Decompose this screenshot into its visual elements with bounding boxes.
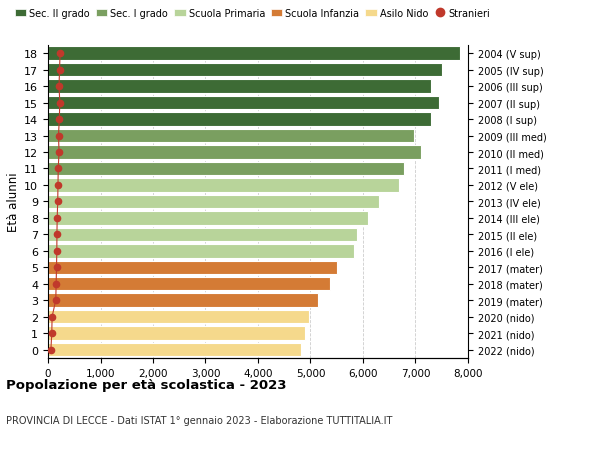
Bar (48, 64, 442, 77)
Bar (48, 228, 356, 241)
Text: PROVINCIA DI LECCE - Dati ISTAT 1° gennaio 2023 - Elaborazione TUTTITALIA.IT: PROVINCIA DI LECCE - Dati ISTAT 1° genna… (6, 415, 392, 425)
Bar (48, 245, 353, 258)
Bar (48, 310, 309, 324)
Bar (48, 129, 415, 143)
Bar (48, 146, 421, 159)
Bar (48, 212, 368, 225)
Bar (48, 343, 301, 357)
Bar (48, 97, 439, 110)
Bar (48, 179, 398, 192)
Bar (48, 113, 431, 127)
Bar (48, 294, 319, 307)
Y-axis label: Età alunni: Età alunni (7, 172, 20, 232)
Bar (48, 80, 431, 94)
Bar (48, 162, 404, 176)
Bar (48, 47, 460, 61)
Bar (48, 261, 337, 274)
Bar (48, 277, 331, 291)
Bar (48, 327, 305, 340)
Bar (48, 195, 379, 209)
Legend: Sec. II grado, Sec. I grado, Scuola Primaria, Scuola Infanzia, Asilo Nido, Stran: Sec. II grado, Sec. I grado, Scuola Prim… (11, 5, 494, 22)
Text: Popolazione per età scolastica - 2023: Popolazione per età scolastica - 2023 (6, 379, 287, 392)
